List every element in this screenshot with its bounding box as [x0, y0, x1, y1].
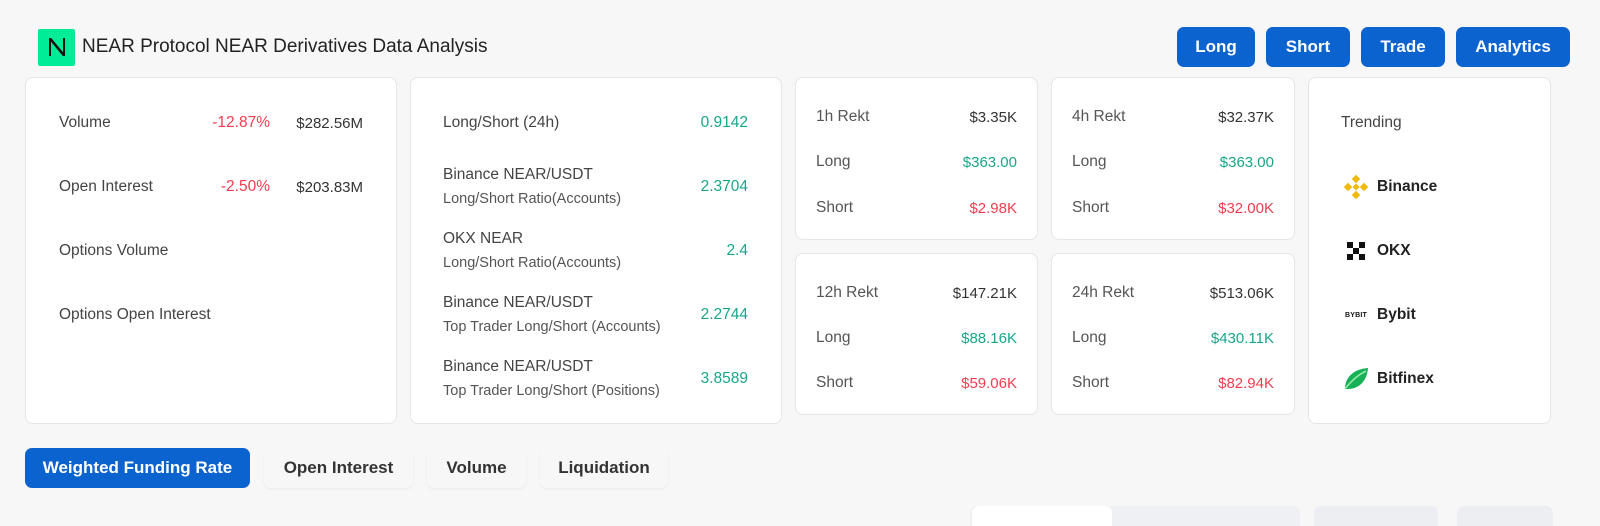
rekt-1h-label: 1h Rekt [816, 108, 870, 125]
tab-open-interest[interactable]: Open Interest [264, 448, 413, 488]
chart-toolbar-button[interactable] [1457, 506, 1553, 526]
rekt-12h-label: 12h Rekt [816, 284, 879, 301]
bybit-icon: BYBIT [1345, 311, 1367, 319]
trending-item-bybit[interactable]: BYBIT Bybit [1341, 300, 1416, 330]
volume-change: -12.87% [212, 114, 270, 131]
trending-item-label: Bitfinex [1377, 370, 1434, 387]
rekt-4h-label: 4h Rekt [1072, 108, 1126, 125]
rekt-12h-total: $147.21K [952, 285, 1017, 302]
ratio-sublabel: Top Trader Long/Short (Positions) [443, 383, 660, 399]
trending-item-okx[interactable]: OKX [1341, 236, 1411, 266]
page-title: NEAR Protocol NEAR Derivatives Data Anal… [82, 36, 488, 57]
rekt-4h-card: 4h Rekt $32.37K Long $363.00 Short $32.0… [1051, 77, 1295, 240]
rekt-1h-long-value: $363.00 [962, 154, 1017, 171]
tab-weighted-funding-rate[interactable]: Weighted Funding Rate [25, 448, 250, 488]
rekt-24h-long-value: $430.11K [1210, 330, 1274, 347]
trending-item-binance[interactable]: Binance [1341, 172, 1437, 202]
top-nav: Long Short Trade Analytics [1177, 27, 1570, 67]
binance-icon [1341, 172, 1371, 202]
rekt-1h-total: $3.35K [969, 109, 1017, 126]
tab-liquidation[interactable]: Liquidation [540, 448, 668, 488]
trending-card: Trending Binance [1308, 77, 1551, 424]
rekt-4h-long-label: Long [1072, 153, 1107, 170]
rekt-4h-short-value: $32.00K [1218, 200, 1274, 217]
ratio-value: 0.9142 [700, 114, 748, 131]
ratio-label: Binance NEAR/USDT [443, 358, 593, 375]
overview-card: Volume -12.87% $282.56M Open Interest -2… [25, 77, 397, 424]
trending-item-bitfinex[interactable]: Bitfinex [1341, 364, 1434, 394]
rekt-12h-short-value: $59.06K [961, 375, 1017, 392]
long-short-ratio-card: Long/Short (24h) 0.9142 Binance NEAR/USD… [410, 77, 782, 424]
long-button[interactable]: Long [1177, 27, 1255, 67]
rekt-4h-short-label: Short [1072, 199, 1110, 216]
options-open-interest-label: Options Open Interest [59, 306, 211, 323]
ratio-value: 2.2744 [700, 306, 748, 323]
rekt-1h-card: 1h Rekt $3.35K Long $363.00 Short $2.98K [795, 77, 1038, 240]
open-interest-change: -2.50% [220, 178, 270, 195]
tab-volume[interactable]: Volume [427, 448, 526, 488]
volume-value: $282.56M [296, 115, 363, 132]
trending-item-label: Bybit [1377, 306, 1416, 323]
rekt-1h-long-label: Long [816, 153, 851, 170]
bitfinex-icon [1341, 364, 1371, 394]
rekt-4h-total: $32.37K [1218, 109, 1274, 126]
trending-item-label: OKX [1377, 242, 1411, 259]
trending-title: Trending [1341, 114, 1402, 131]
chart-toolbar-button[interactable] [1314, 506, 1438, 526]
near-logo-icon [38, 28, 75, 66]
okx-icon [1341, 236, 1371, 266]
rekt-24h-short-label: Short [1072, 374, 1110, 391]
rekt-24h-total: $513.06K [1209, 285, 1274, 302]
rekt-24h-long-label: Long [1072, 329, 1107, 346]
ratio-sublabel: Top Trader Long/Short (Accounts) [443, 319, 661, 335]
options-volume-label: Options Volume [59, 242, 169, 259]
ratio-value: 2.3704 [700, 178, 748, 195]
volume-label: Volume [59, 114, 111, 131]
ratio-label: OKX NEAR [443, 230, 524, 247]
ratio-value: 3.8589 [700, 370, 748, 387]
trending-item-label: Binance [1377, 178, 1438, 195]
ratio-label: Binance NEAR/USDT [443, 294, 593, 311]
page-header: NEAR Protocol NEAR Derivatives Data Anal… [38, 28, 487, 66]
rekt-4h-long-value: $363.00 [1219, 154, 1274, 171]
ratio-label: Binance NEAR/USDT [443, 166, 593, 183]
analytics-button[interactable]: Analytics [1456, 27, 1570, 67]
rekt-24h-label: 24h Rekt [1072, 284, 1135, 301]
rekt-12h-short-label: Short [816, 374, 854, 391]
rekt-12h-card: 12h Rekt $147.21K Long $88.16K Short $59… [795, 253, 1038, 415]
trade-button[interactable]: Trade [1361, 27, 1445, 67]
short-button[interactable]: Short [1266, 27, 1350, 67]
ratio-value: 2.4 [726, 242, 748, 259]
rekt-12h-long-label: Long [816, 329, 851, 346]
chart-toolbar-active-segment[interactable] [972, 506, 1112, 526]
ratio-label: Long/Short (24h) [443, 114, 560, 131]
rekt-1h-short-label: Short [816, 199, 854, 216]
ratio-sublabel: Long/Short Ratio(Accounts) [443, 191, 622, 207]
rekt-24h-short-value: $82.94K [1218, 375, 1274, 392]
open-interest-value: $203.83M [296, 179, 363, 196]
rekt-24h-card: 24h Rekt $513.06K Long $430.11K Short $8… [1051, 253, 1295, 415]
ratio-sublabel: Long/Short Ratio(Accounts) [443, 255, 622, 271]
open-interest-label: Open Interest [59, 178, 153, 195]
rekt-12h-long-value: $88.16K [961, 330, 1017, 347]
rekt-1h-short-value: $2.98K [969, 200, 1017, 217]
